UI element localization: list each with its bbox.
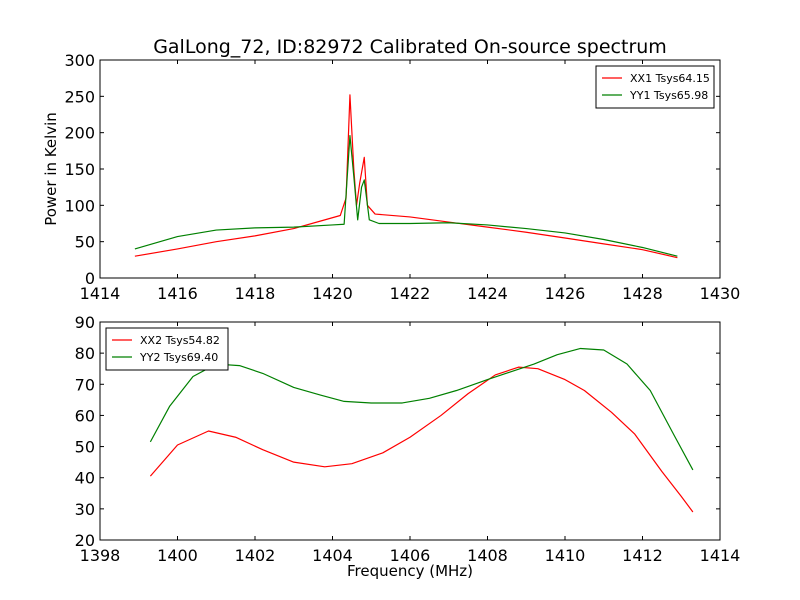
x-tick-label-0-2: 1418: [235, 284, 276, 303]
y-axis-label-top: Power in Kelvin: [42, 112, 60, 226]
x-tick-label-0-7: 1428: [622, 284, 663, 303]
legend-1: XX2 Tsys54.82 YY2 Tsys69.40: [105, 327, 229, 371]
legend-label-0-1: YY1 Tsys65.98: [629, 89, 708, 102]
chart-title-top: GalLong_72, ID:82972 Calibrated On-sourc…: [153, 36, 667, 58]
x-tick-label-0-3: 1420: [312, 284, 353, 303]
plot-panel-1: 1398 1400 1402 1404 1406 1408 1410 1412 1414 20 30…: [75, 313, 741, 565]
legend-label-0-0: XX1 Tsys64.15: [630, 72, 710, 85]
x-tick-label-1-4: 1406: [390, 546, 431, 565]
x-tick-label-1-5: 1408: [467, 546, 508, 565]
y-tick-label-0-3: 150: [64, 160, 95, 179]
y-tick-label-0-4: 200: [64, 124, 95, 143]
legend-label-1-1: YY2 Tsys69.40: [139, 351, 218, 364]
plot-panel-0: 1414 1416 1418 1420 1422 1424 1426 1428 1430 0 50 1…: [64, 51, 740, 303]
x-tick-label-0-4: 1422: [390, 284, 431, 303]
x-tick-label-0-1: 1416: [157, 284, 198, 303]
plots: 1414 1416 1418 1420 1422 1424 1426 1428 14300501…: [64, 51, 740, 565]
series-line-1-0: [149, 366, 694, 513]
x-tick-label-1-2: 1402: [235, 546, 276, 565]
x-tick-label-0-6: 1426: [545, 284, 586, 303]
x-tick-label-0-0: 1414: [80, 284, 121, 303]
y-tick-label-1-7: 90: [75, 313, 95, 332]
series-line-0-1: [134, 134, 678, 257]
y-tick-label-0-6: 300: [64, 51, 95, 70]
y-tick-label-1-3: 50: [75, 438, 95, 457]
series-line-0-0: [134, 94, 678, 259]
legend-box-0: [595, 65, 715, 109]
legend-0: XX1 Tsys64.15 YY1 Tsys65.98: [595, 65, 715, 109]
x-tick-label-1-3: 1404: [312, 546, 353, 565]
y-tick-label-1-0: 20: [75, 531, 95, 550]
y-tick-label-0-0: 0: [85, 269, 95, 288]
x-axis-label-bottom: Frequency (MHz): [347, 562, 473, 580]
series-line-1-1: [149, 347, 694, 471]
y-tick-label-1-6: 80: [75, 344, 95, 363]
x-tick-label-1-1: 1400: [157, 546, 198, 565]
legend-box-1: [105, 327, 229, 371]
y-tick-label-1-1: 30: [75, 500, 95, 519]
x-tick-label-1-7: 1412: [622, 546, 663, 565]
y-tick-label-0-5: 250: [64, 87, 95, 106]
y-tick-label-1-4: 60: [75, 406, 95, 425]
y-tick-label-0-2: 100: [64, 196, 95, 215]
x-tick-label-1-6: 1410: [545, 546, 586, 565]
legend-label-1-0: XX2 Tsys54.82: [140, 334, 220, 347]
x-tick-label-0-5: 1424: [467, 284, 508, 303]
x-tick-label-1-8: 1414: [700, 546, 741, 565]
x-tick-label-0-8: 1430: [700, 284, 741, 303]
y-tick-label-1-5: 70: [75, 375, 95, 394]
x-tick-label-1-0: 1398: [80, 546, 121, 565]
y-tick-label-0-1: 50: [75, 233, 95, 252]
y-tick-label-1-2: 40: [75, 469, 95, 488]
